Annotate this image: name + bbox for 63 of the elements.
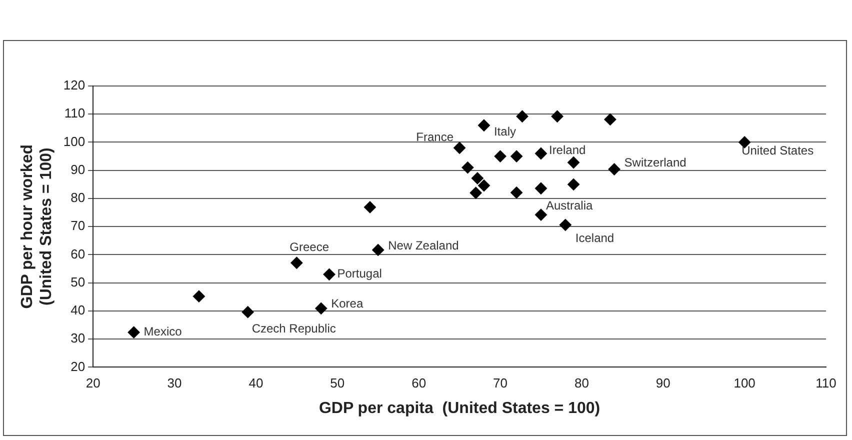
point <box>510 150 523 162</box>
point <box>534 147 547 160</box>
y-tick-label: 40 <box>70 302 86 318</box>
x-tick-label: 30 <box>167 376 182 391</box>
point <box>290 256 303 269</box>
annotation: Italy <box>494 124 516 139</box>
annotation: United States <box>742 144 814 158</box>
y-axis-title: GDP per hour worked (United States = 100) <box>19 144 56 309</box>
point <box>534 208 547 221</box>
point <box>454 142 466 154</box>
y-tick-label: 90 <box>70 162 86 177</box>
x-tick-label: 110 <box>816 376 836 391</box>
annotation: Ireland <box>548 142 586 157</box>
x-tick-label: 90 <box>656 376 670 391</box>
annotation: Switzerland <box>624 156 686 170</box>
point <box>372 244 384 256</box>
annotation: Iceland <box>575 231 614 246</box>
point <box>494 150 506 162</box>
point <box>534 182 547 194</box>
y-tick-label: 60 <box>70 246 86 262</box>
annotation: Korea <box>331 296 364 311</box>
point <box>608 163 620 176</box>
point <box>462 162 474 174</box>
y-tick-label: 30 <box>70 330 86 346</box>
y-tick-label: 70 <box>70 218 86 234</box>
point <box>323 268 336 280</box>
x-tick-label: 70 <box>493 376 508 391</box>
point <box>568 178 580 190</box>
annotation: Greece <box>290 240 330 254</box>
x-axis-title: GDP per capita (United States = 100) <box>318 400 600 417</box>
x-tick-label: 60 <box>412 376 426 391</box>
point <box>242 306 254 318</box>
point <box>471 172 484 184</box>
annotation: Czech Republic <box>252 321 336 336</box>
x-tick-label: 40 <box>248 376 264 391</box>
annotation: Mexico <box>144 324 182 339</box>
annotation: Australia <box>546 198 593 213</box>
point <box>510 186 523 199</box>
point <box>315 302 328 314</box>
annotation: France <box>416 130 454 144</box>
point <box>478 119 490 132</box>
x-tick-label: 100 <box>734 376 756 391</box>
x-tick-label: 20 <box>86 376 100 391</box>
point <box>516 110 528 122</box>
x-tick-label: 50 <box>330 376 345 391</box>
point <box>364 201 376 214</box>
annotation: Portugal <box>337 266 382 281</box>
point <box>559 218 572 231</box>
y-tick-label: 20 <box>70 358 86 374</box>
point <box>551 110 564 122</box>
y-tick-label: 50 <box>70 274 86 290</box>
y-tick-label: 80 <box>70 190 86 206</box>
point <box>192 290 205 302</box>
y-tick-label: 100 <box>63 134 86 149</box>
point <box>470 186 482 199</box>
annotation: New Zealand <box>388 238 459 252</box>
y-tick-label: 120 <box>63 78 86 93</box>
point <box>128 326 140 338</box>
point <box>604 113 616 126</box>
point <box>478 180 490 192</box>
x-tick-label: 80 <box>574 376 589 391</box>
point <box>568 156 580 168</box>
y-tick-label: 110 <box>64 106 86 121</box>
